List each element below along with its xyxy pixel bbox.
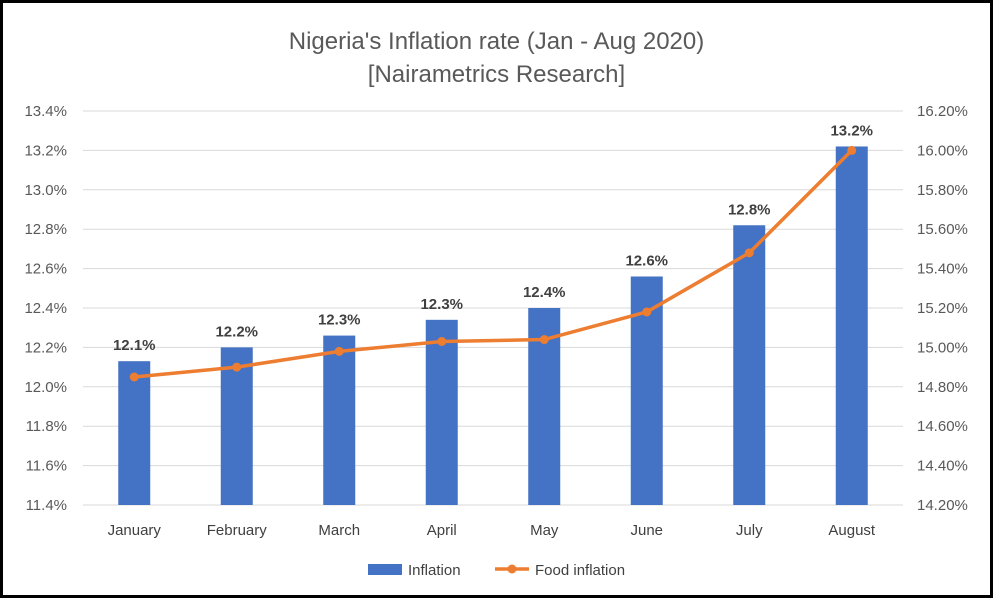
category-label: February (207, 522, 268, 539)
inflation-bar (733, 225, 766, 505)
bar-data-label: 12.3% (318, 312, 361, 329)
category-labels: January February March April May June July Augu… (108, 522, 876, 539)
inflation-bar (220, 347, 253, 505)
food-inflation-point (232, 362, 242, 372)
chart-plot: 11.4% 11.6% 11.8% 12.0% 12.2% 12.4% 12.6% 12.8%… (24, 103, 968, 579)
right-axis-tick-label: 14.20% (917, 497, 968, 514)
chart-title: Nigeria's Inflation rate (Jan - Aug 2020… (288, 28, 705, 55)
legend-label-food-inflation: Food inflation (535, 562, 625, 579)
category-label: June (630, 522, 663, 539)
category-label: August (828, 522, 876, 539)
chart-title-block: Nigeria's Inflation rate (Jan - Aug 2020… (3, 25, 990, 91)
data-labels: 12.1% 12.2% 12.3% 12.3% 12.4% 12.6% 12.8% 13.2% (113, 122, 873, 354)
right-axis-tick-label: 14.60% (917, 418, 968, 435)
category-label: March (318, 522, 360, 539)
right-axis-tick-label: 15.00% (917, 339, 968, 356)
category-label: January (108, 522, 162, 539)
left-axis-tick-label: 11.6% (26, 458, 67, 475)
gridlines (83, 110, 903, 506)
left-axis-tick-label: 12.6% (24, 261, 67, 278)
category-label: July (736, 522, 763, 539)
bar-data-label: 12.4% (523, 284, 566, 301)
food-inflation-point (642, 307, 652, 317)
category-label: April (427, 522, 457, 539)
left-axis-tick-label: 13.4% (24, 103, 67, 120)
right-axis-ticks: 14.20% 14.40% 14.60% 14.80% 15.00% 15.20% 15.4… (917, 103, 968, 514)
left-axis-tick-label: 12.0% (24, 379, 67, 396)
left-axis-tick-label: 11.8% (26, 418, 67, 435)
right-axis-tick-label: 15.40% (917, 261, 968, 278)
bar-data-label: 12.6% (625, 252, 668, 269)
food-inflation-point (437, 336, 447, 346)
legend-marker-food-inflation (507, 564, 517, 574)
inflation-bar (118, 361, 151, 505)
bar-data-label: 12.1% (113, 337, 156, 354)
left-axis-tick-label: 12.4% (24, 300, 67, 317)
food-inflation-point (744, 248, 754, 258)
left-axis-tick-label: 11.4% (26, 497, 67, 514)
legend-label-inflation: Inflation (408, 562, 461, 579)
inflation-bar (835, 146, 868, 505)
food-inflation-point (334, 346, 344, 356)
left-axis-tick-label: 12.2% (24, 339, 67, 356)
inflation-bar (323, 335, 356, 505)
right-axis-tick-label: 14.80% (917, 379, 968, 396)
category-label: May (530, 522, 559, 539)
legend-swatch-inflation (368, 564, 402, 575)
left-axis-tick-label: 13.2% (24, 142, 67, 159)
chart-subtitle: [Nairametrics Research] (367, 61, 626, 88)
food-inflation-line (129, 145, 857, 382)
bar-data-label: 12.8% (728, 201, 771, 218)
right-axis-tick-label: 15.20% (917, 300, 968, 317)
food-inflation-point (847, 145, 857, 155)
bar-data-label: 12.2% (215, 323, 258, 340)
right-axis-tick-label: 16.00% (917, 142, 968, 159)
left-axis-tick-label: 13.0% (24, 182, 67, 199)
bar-data-label: 12.3% (420, 296, 463, 313)
food-inflation-line-path (134, 149, 853, 379)
food-inflation-point (539, 335, 549, 345)
right-axis-tick-label: 15.60% (917, 221, 968, 238)
left-axis-tick-label: 12.8% (24, 221, 67, 238)
right-axis-tick-label: 14.40% (917, 458, 968, 475)
bar-data-label: 13.2% (830, 122, 873, 139)
inflation-bar (425, 319, 458, 505)
right-axis-tick-label: 15.80% (917, 182, 968, 199)
right-axis-tick-label: 16.20% (917, 103, 968, 120)
food-inflation-point (129, 372, 139, 382)
inflation-bars (118, 146, 868, 505)
left-axis-ticks: 11.4% 11.6% 11.8% 12.0% 12.2% 12.4% 12.6% 12.8%… (24, 103, 67, 514)
legend: Inflation Food inflation (368, 562, 625, 579)
